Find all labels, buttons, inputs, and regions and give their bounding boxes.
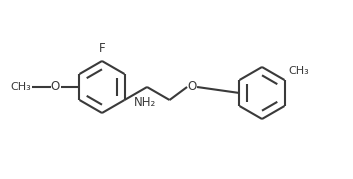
Text: O: O [50, 81, 60, 93]
Text: F: F [99, 42, 105, 55]
Text: O: O [187, 81, 197, 93]
Text: CH₃: CH₃ [10, 82, 31, 92]
Text: NH₂: NH₂ [134, 96, 156, 109]
Text: CH₃: CH₃ [288, 66, 309, 76]
